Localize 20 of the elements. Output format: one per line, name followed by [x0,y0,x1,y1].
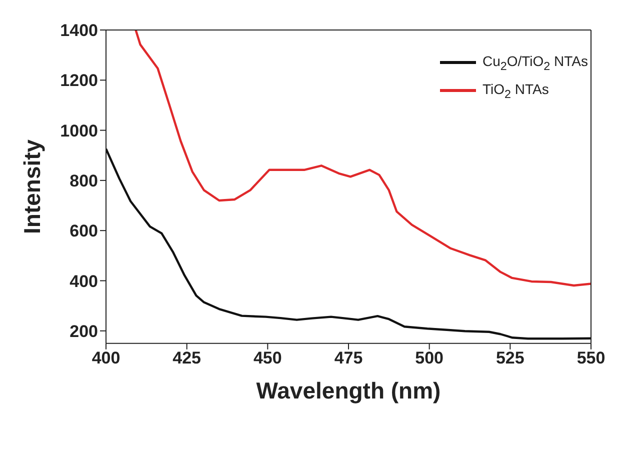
legend-label: Cu$_{2}$O/TiO$_{2}$ NTAs [482,53,588,73]
y-axis-title: Intensity [19,139,45,234]
x-tick-label: 550 [576,348,606,368]
x-tick-label: 475 [334,348,363,368]
line-series [106,148,591,340]
y-tick-label: 600 [70,222,98,241]
x-tick-label: 500 [415,348,444,368]
x-tick-label: 525 [496,348,524,368]
x-axis-title: Wavelength (nm) [256,377,441,404]
legend-label: TiO$_{2}$ NTAs [482,80,549,101]
y-tick-label: 400 [70,272,98,291]
x-tick-label: 425 [172,348,202,368]
x-tick-label: 450 [253,348,282,368]
y-tick-label: 800 [70,171,98,190]
y-tick-label: 1000 [60,121,98,140]
y-tick-label: 1400 [60,21,98,40]
x-tick-label: 400 [92,348,120,368]
y-tick-label: 200 [70,322,98,341]
y-tick-label: 1200 [60,71,98,90]
line-series [134,30,591,287]
